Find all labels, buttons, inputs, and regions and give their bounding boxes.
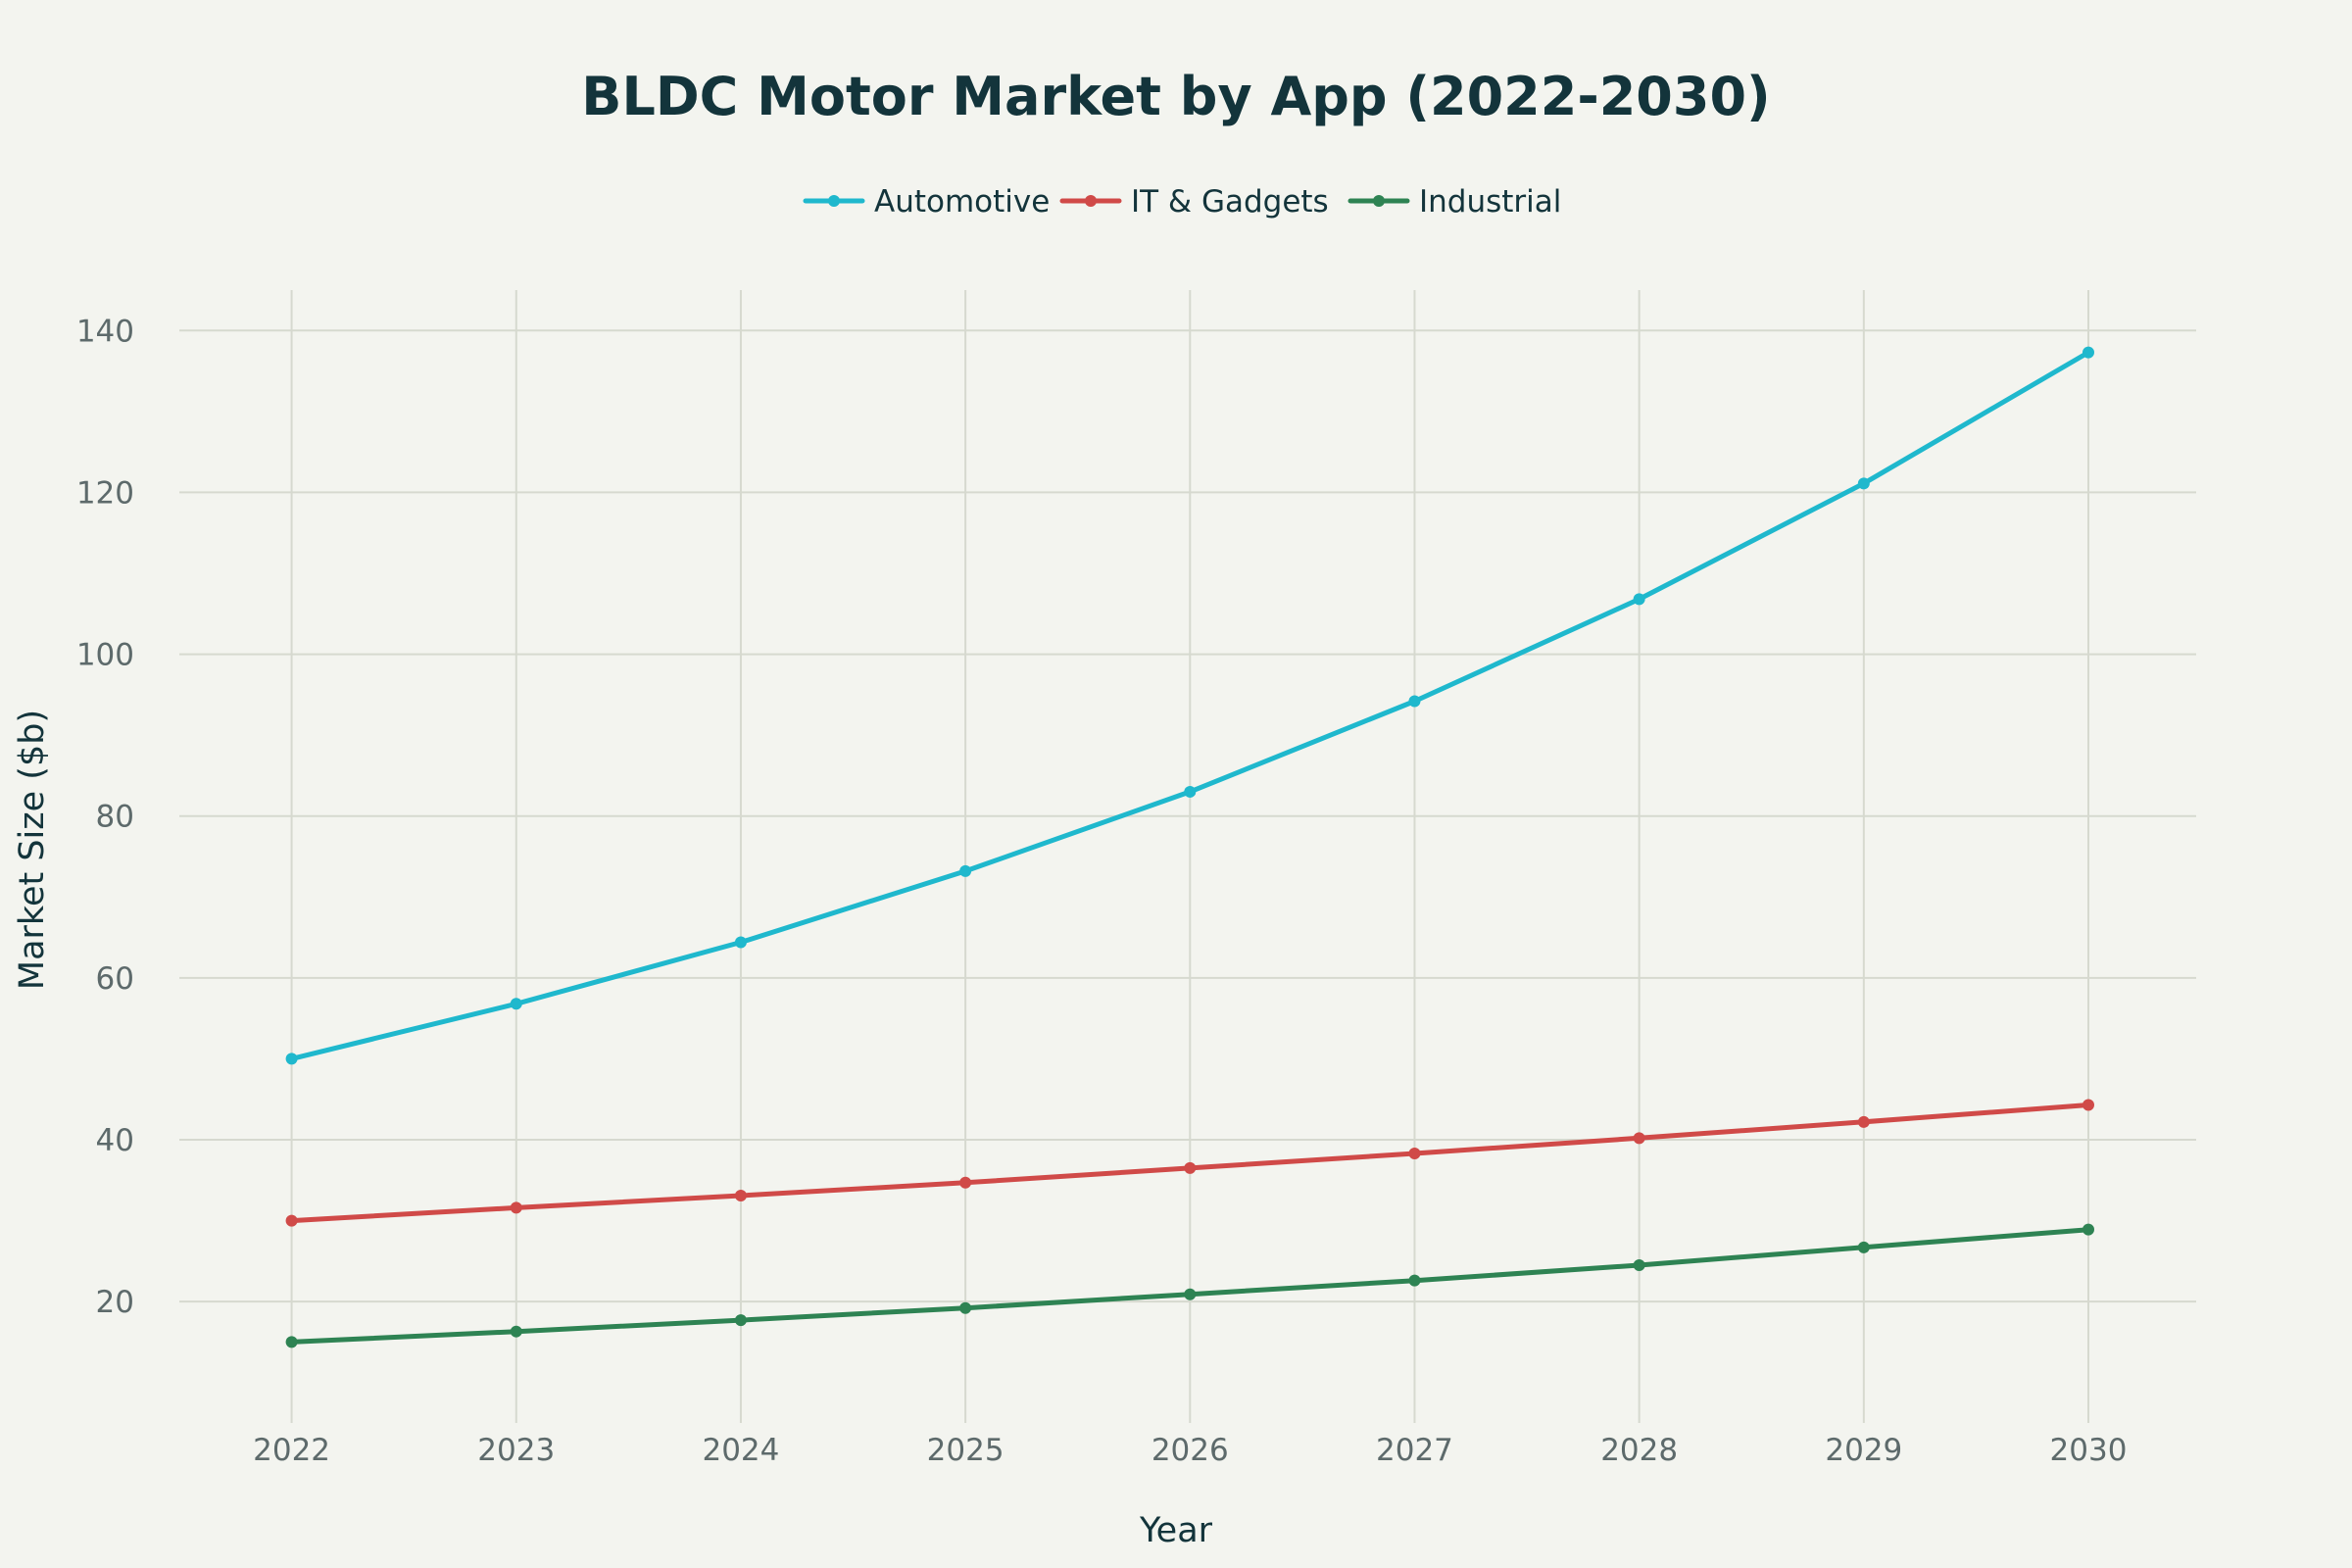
y-axis-ticks: 20 40 60 80 100 120 140 xyxy=(76,314,134,1320)
legend-item: IT & Gadgets xyxy=(1059,184,1329,220)
data-point xyxy=(1408,1274,1421,1287)
chart-legend: Automotive IT & Gadgets Industrial xyxy=(803,184,1561,220)
data-point xyxy=(510,998,522,1010)
series-automotive xyxy=(285,346,2094,1065)
series-industrial xyxy=(285,1223,2094,1348)
legend-swatch-marker xyxy=(828,195,840,207)
x-tick-label: 2028 xyxy=(1600,1433,1678,1468)
data-point xyxy=(1633,1258,1645,1271)
data-point xyxy=(285,1336,298,1348)
data-point xyxy=(1633,1132,1645,1145)
legend-item: Industrial xyxy=(1348,184,1561,220)
legend-item: Automotive xyxy=(803,184,1050,220)
data-point xyxy=(1184,785,1197,798)
x-tick-label: 2030 xyxy=(2050,1433,2128,1468)
data-point xyxy=(1184,1288,1197,1300)
x-tick-label: 2022 xyxy=(253,1433,330,1468)
series-layer xyxy=(285,346,2094,1348)
x-tick-label: 2023 xyxy=(477,1433,555,1468)
chart-title: BLDC Motor Market by App (2022-2030) xyxy=(581,66,1770,127)
data-point xyxy=(734,936,747,949)
y-tick-label: 120 xyxy=(76,475,134,511)
data-point xyxy=(510,1201,522,1214)
x-tick-label: 2024 xyxy=(702,1433,779,1468)
data-point xyxy=(1857,1241,1870,1253)
grid-lines xyxy=(179,290,2196,1423)
data-point xyxy=(285,1053,298,1065)
legend-label: Industrial xyxy=(1419,184,1561,220)
data-point xyxy=(1633,593,1645,606)
y-tick-label: 140 xyxy=(76,314,134,349)
legend-label: Automotive xyxy=(874,184,1050,220)
y-tick-label: 80 xyxy=(96,800,134,835)
data-point xyxy=(734,1189,747,1201)
y-tick-label: 60 xyxy=(96,961,134,997)
series-it-gadgets xyxy=(285,1099,2094,1227)
data-point xyxy=(1857,1115,1870,1128)
legend-swatch-marker xyxy=(1373,195,1385,207)
x-tick-label: 2027 xyxy=(1376,1433,1453,1468)
y-tick-label: 40 xyxy=(96,1123,134,1158)
data-point xyxy=(1857,477,1870,490)
y-axis-title: Market Size ($b) xyxy=(13,710,52,990)
data-point xyxy=(959,864,972,877)
y-tick-label: 100 xyxy=(76,638,134,673)
x-tick-label: 2026 xyxy=(1152,1433,1229,1468)
legend-swatch-marker xyxy=(1085,195,1097,207)
x-axis-ticks: 2022 2023 2024 2025 2026 2027 2028 2029 2030 xyxy=(253,1433,2127,1468)
data-point xyxy=(510,1325,522,1338)
data-point xyxy=(2082,1099,2094,1111)
data-point xyxy=(734,1314,747,1327)
data-point xyxy=(1408,695,1421,708)
data-point xyxy=(1408,1148,1421,1160)
data-point xyxy=(959,1176,972,1189)
y-tick-label: 20 xyxy=(96,1285,134,1320)
x-tick-label: 2025 xyxy=(927,1433,1004,1468)
x-axis-title: Year xyxy=(1139,1511,1213,1550)
data-point xyxy=(959,1301,972,1314)
legend-label: IT & Gadgets xyxy=(1131,184,1329,220)
x-tick-label: 2029 xyxy=(1825,1433,1902,1468)
data-point xyxy=(285,1214,298,1227)
data-point xyxy=(2082,346,2094,359)
data-point xyxy=(2082,1223,2094,1236)
data-point xyxy=(1184,1161,1197,1174)
